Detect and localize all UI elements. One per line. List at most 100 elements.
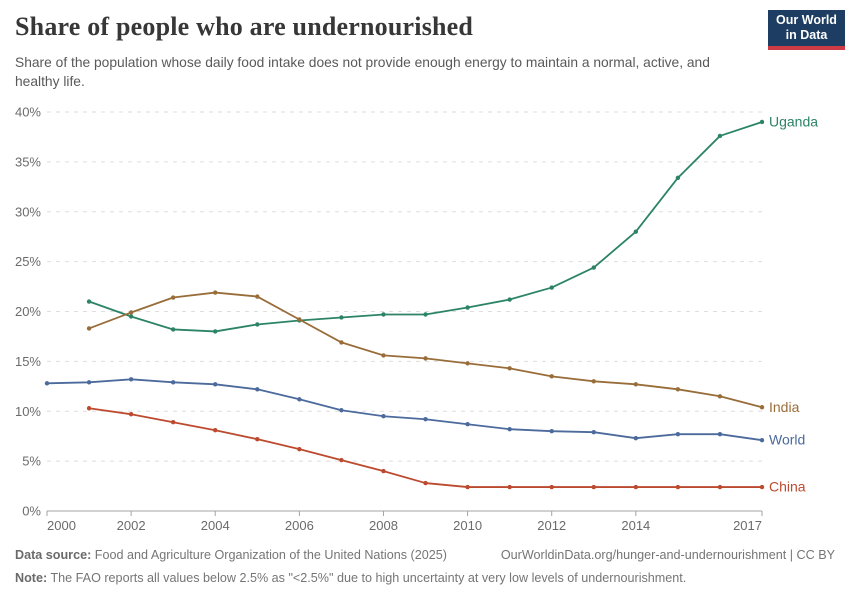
data-point-uganda-2014[interactable] (633, 229, 639, 234)
owid-url-link[interactable]: OurWorldinData.org/hunger-and-undernouri… (500, 548, 835, 562)
data-point-india-2001[interactable] (86, 326, 92, 331)
data-point-china-2003[interactable] (170, 420, 176, 425)
data-point-china-2012[interactable] (549, 484, 554, 490)
x-tick-label-2008: 2008 (369, 518, 398, 533)
chart-footer: Data source: Food and Agriculture Organi… (15, 544, 835, 591)
data-point-world-2016[interactable] (717, 431, 723, 437)
data-point-india-2014[interactable] (633, 382, 639, 387)
data-point-uganda-2009[interactable] (423, 312, 428, 317)
data-point-india-2007[interactable] (339, 340, 344, 345)
data-point-uganda-2012[interactable] (549, 285, 554, 290)
y-tick-label-30: 30% (15, 204, 41, 219)
data-point-world-2000[interactable] (44, 381, 50, 386)
data-point-world-2007[interactable] (339, 408, 344, 413)
data-point-world-2015[interactable] (675, 431, 681, 437)
data-point-china-2002[interactable] (128, 412, 134, 417)
data-point-india-2003[interactable] (170, 295, 176, 300)
owid-logo: Our World in Data (768, 10, 845, 50)
data-point-uganda-2004[interactable] (213, 329, 218, 334)
data-point-india-2017[interactable] (759, 405, 765, 410)
series-line-india[interactable] (88, 291, 763, 409)
data-point-world-2006[interactable] (297, 397, 302, 402)
note-value: The FAO reports all values below 2.5% as… (50, 571, 687, 586)
data-point-china-2005[interactable] (255, 436, 260, 442)
data-point-india-2004[interactable] (213, 290, 218, 295)
data-point-uganda-2002[interactable] (128, 314, 134, 319)
data-point-china-2013[interactable] (591, 484, 596, 490)
series-label-india[interactable]: India (769, 399, 800, 415)
series-label-world[interactable]: World (769, 432, 805, 448)
x-tick-label-2010: 2010 (453, 518, 482, 533)
data-point-india-2010[interactable] (465, 361, 470, 366)
x-tick-label-2000: 2000 (47, 518, 76, 533)
data-point-china-2001[interactable] (86, 406, 92, 411)
data-point-uganda-2015[interactable] (675, 175, 681, 181)
data-point-china-2015[interactable] (675, 484, 681, 490)
data-point-world-2017[interactable] (759, 437, 765, 443)
data-point-uganda-2016[interactable] (717, 133, 723, 139)
data-point-world-2010[interactable] (465, 422, 470, 427)
x-tick-label-2012: 2012 (537, 518, 566, 533)
data-point-india-2012[interactable] (549, 374, 554, 379)
data-point-india-2006[interactable] (297, 317, 302, 322)
chart-subtitle: Share of the population whose daily food… (15, 55, 710, 90)
series-line-uganda[interactable] (88, 121, 763, 333)
data-point-uganda-2013[interactable] (591, 265, 596, 270)
data-point-india-2002[interactable] (128, 310, 134, 315)
x-tick-label-2006: 2006 (285, 518, 314, 533)
data-point-china-2007[interactable] (339, 457, 344, 463)
data-point-china-2010[interactable] (465, 484, 470, 490)
data-point-world-2013[interactable] (591, 429, 596, 435)
data-point-uganda-2011[interactable] (507, 297, 512, 302)
data-point-world-2014[interactable] (633, 435, 639, 441)
series-label-china[interactable]: China (769, 479, 806, 495)
data-point-india-2008[interactable] (381, 353, 386, 358)
data-point-china-2004[interactable] (213, 428, 218, 433)
data-point-uganda-2003[interactable] (170, 327, 176, 332)
series-label-uganda[interactable]: Uganda (769, 113, 818, 129)
x-tick-label-2004: 2004 (201, 518, 230, 533)
data-point-uganda-2005[interactable] (255, 322, 260, 327)
data-point-world-2009[interactable] (423, 417, 428, 422)
note-row: Note: The FAO reports all values below 2… (15, 567, 835, 590)
data-point-india-2011[interactable] (507, 366, 512, 371)
y-tick-label-10: 10% (15, 404, 41, 419)
data-point-india-2015[interactable] (675, 387, 681, 392)
y-tick-label-5: 5% (22, 454, 41, 469)
data-point-uganda-2007[interactable] (339, 315, 344, 320)
data-point-world-2011[interactable] (507, 427, 512, 432)
data-point-china-2016[interactable] (717, 484, 723, 490)
data-point-china-2006[interactable] (297, 446, 302, 452)
series-line-world[interactable] (46, 378, 763, 442)
data-point-india-2016[interactable] (717, 394, 723, 399)
data-point-uganda-2017[interactable] (759, 119, 765, 125)
data-point-world-2004[interactable] (213, 382, 218, 387)
data-point-world-2003[interactable] (170, 380, 176, 385)
x-tick-label-2014: 2014 (621, 518, 650, 533)
y-tick-label-20: 20% (15, 304, 41, 319)
data-point-world-2002[interactable] (128, 377, 134, 382)
data-point-uganda-2010[interactable] (465, 305, 470, 310)
data-point-china-2014[interactable] (633, 484, 639, 490)
data-point-india-2009[interactable] (423, 356, 428, 361)
data-point-world-2008[interactable] (381, 414, 386, 419)
y-tick-label-25: 25% (15, 254, 41, 269)
data-point-china-2009[interactable] (423, 480, 428, 486)
datasource-label: Data source: (15, 548, 92, 562)
x-tick-label-2017: 2017 (733, 518, 762, 533)
data-point-china-2011[interactable] (507, 484, 512, 490)
data-point-uganda-2008[interactable] (381, 312, 386, 317)
data-point-india-2005[interactable] (255, 294, 260, 299)
data-point-world-2001[interactable] (86, 380, 92, 385)
y-tick-label-0: 0% (22, 504, 41, 519)
owid-logo-line2: in Data (785, 28, 828, 42)
data-point-world-2005[interactable] (255, 387, 260, 392)
y-tick-label-40: 40% (15, 105, 41, 120)
data-point-uganda-2001[interactable] (86, 299, 92, 304)
line-chart-svg: 0% 5% 10% 15% 20% 25% 30% 35% 40% 2000 2002 2004 200… (15, 105, 818, 534)
data-point-india-2013[interactable] (591, 379, 596, 384)
data-point-china-2017[interactable] (759, 484, 765, 490)
data-point-world-2012[interactable] (549, 429, 554, 434)
data-point-china-2008[interactable] (381, 468, 386, 474)
